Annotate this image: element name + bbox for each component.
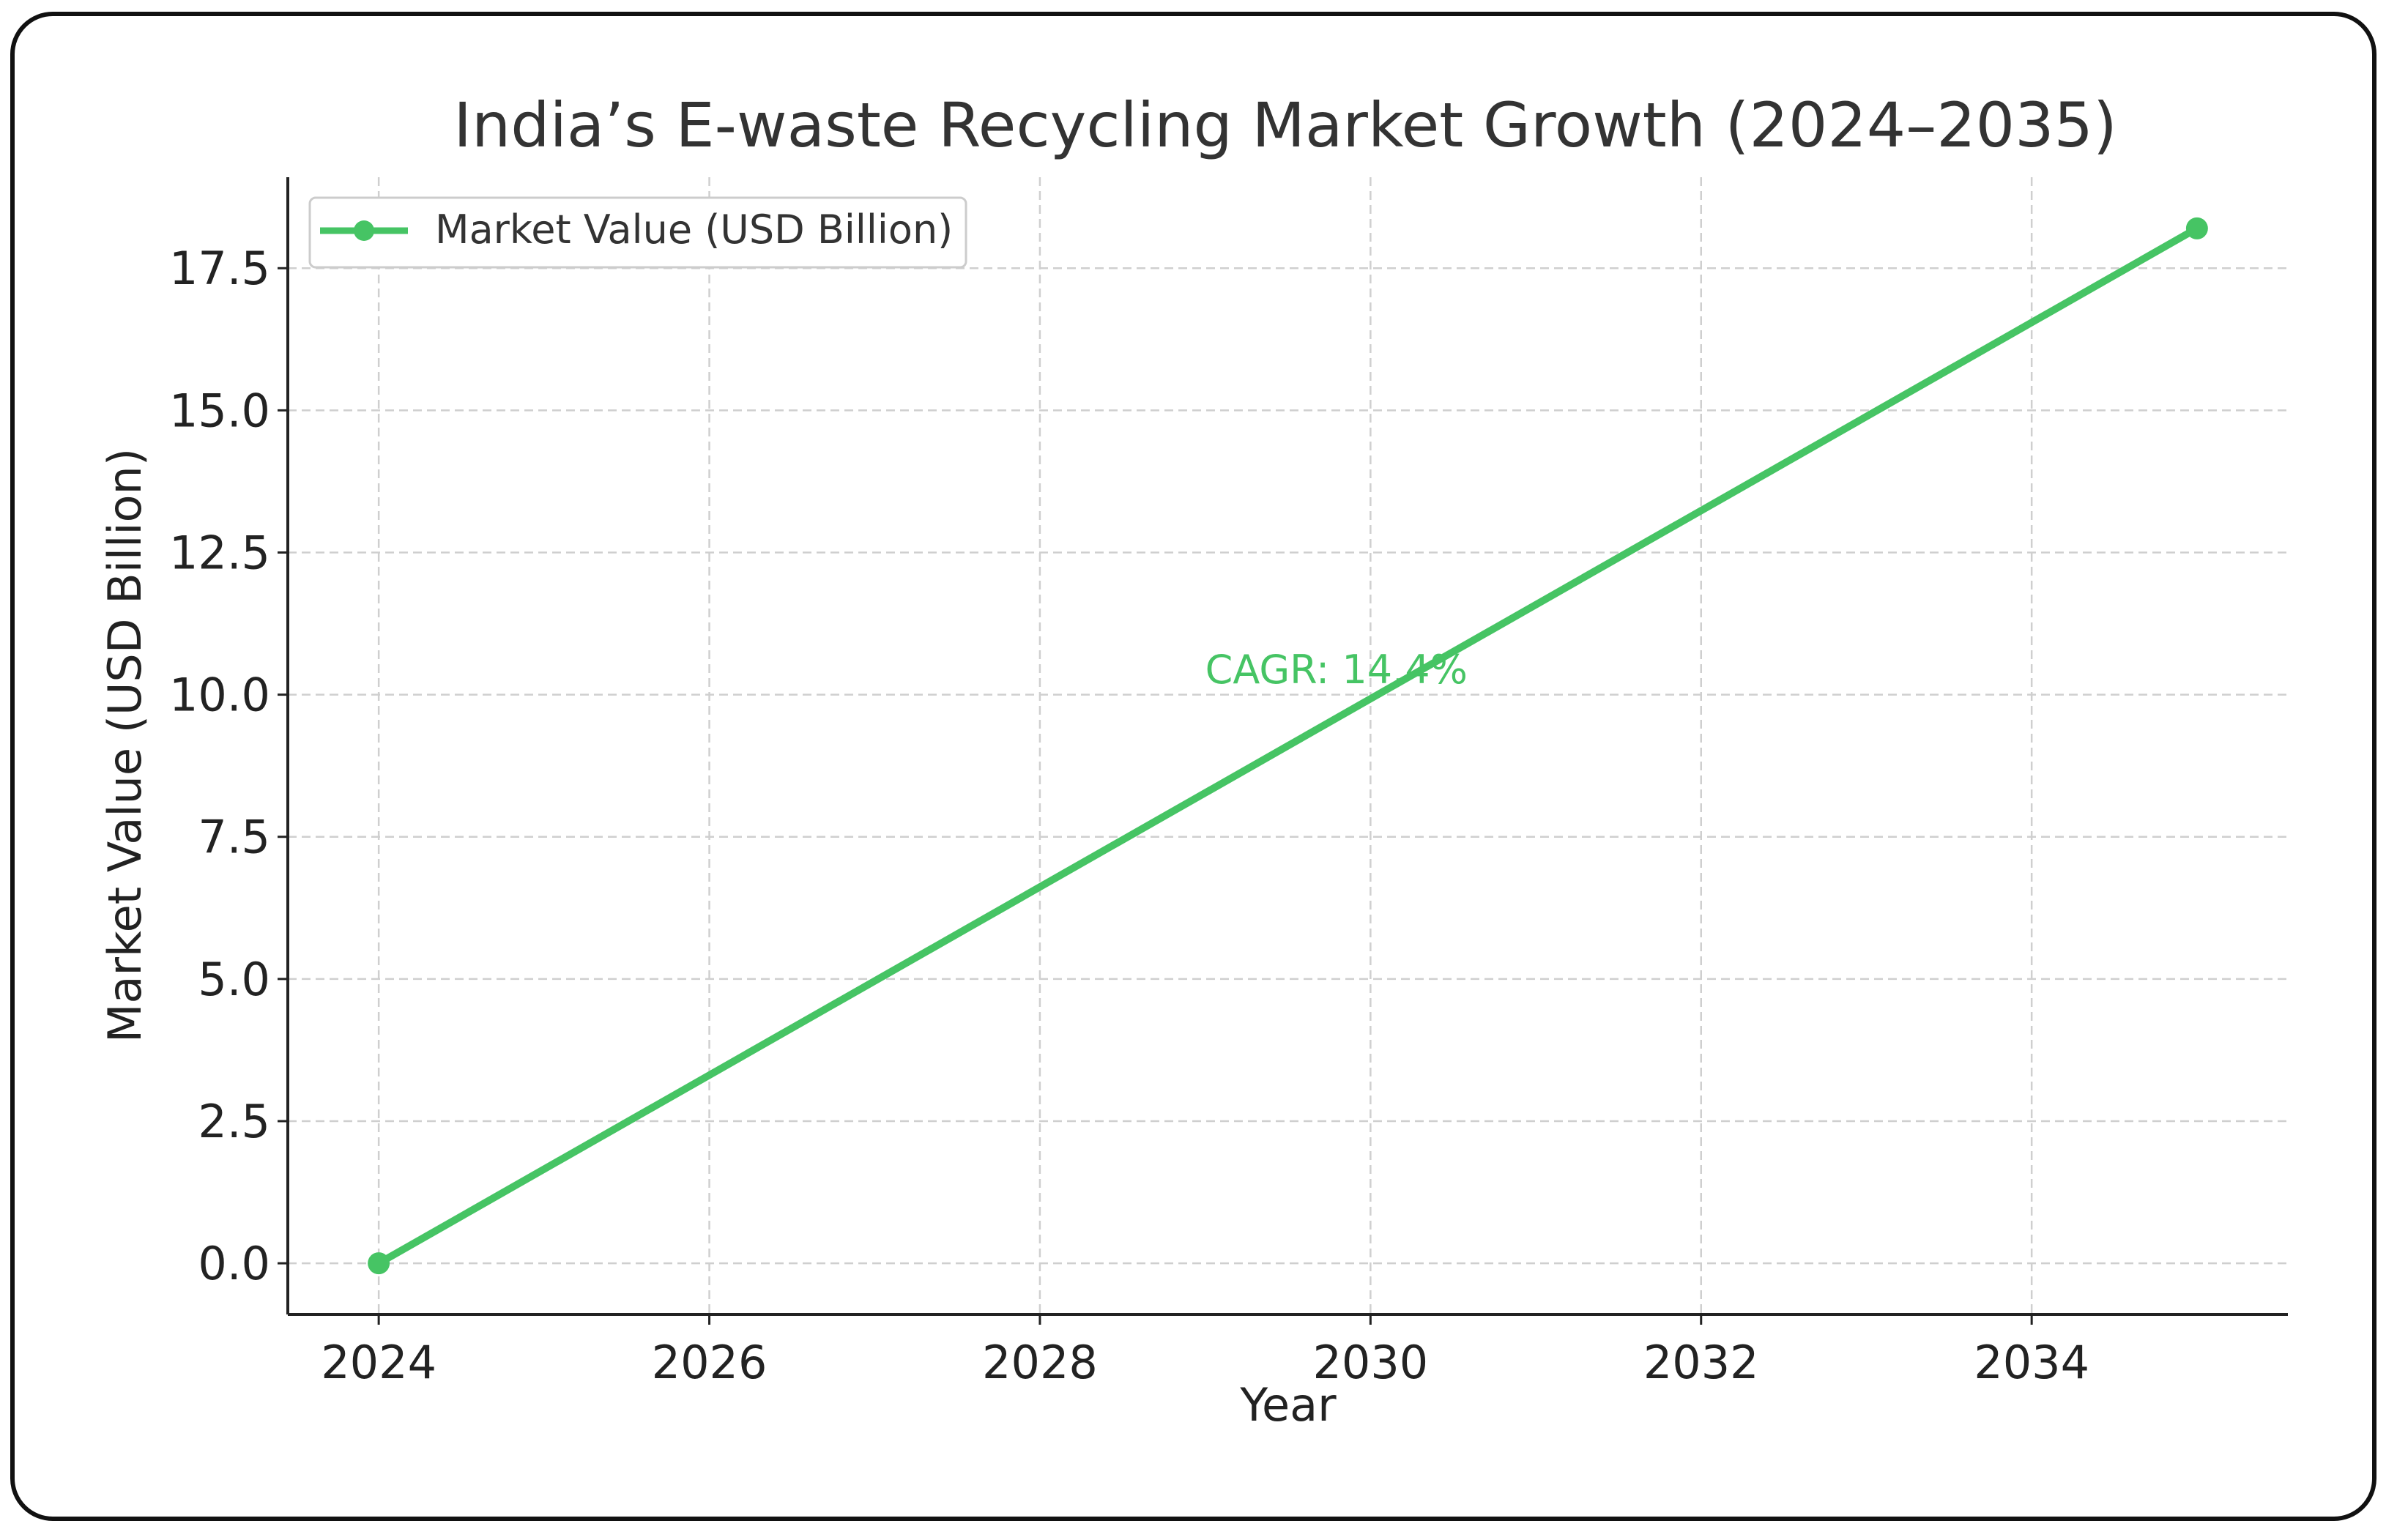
y-axis-label: Market Value (USD Billion) [98,448,152,1043]
legend-box [308,196,967,269]
y-tick-label: 10.0 [169,669,270,722]
y-tick-label: 2.5 [198,1095,270,1148]
y-tick-label: 0.0 [198,1237,270,1290]
x-tick-label: 2032 [1643,1336,1759,1389]
grid [288,177,2288,1314]
data-point [2185,217,2208,239]
data-point [368,1252,390,1275]
x-tick-label: 2034 [1974,1336,2089,1389]
x-tick-label: 2026 [652,1336,768,1389]
y-tick-label: 7.5 [198,811,270,864]
y-tick-label: 15.0 [169,384,270,437]
y-tick-label: 5.0 [198,953,270,1006]
series-line [375,224,2201,1268]
legend: Market Value (USD Billion) [308,196,967,269]
axes [286,177,2288,1316]
x-axis-label: Year [1239,1378,1337,1432]
legend-marker-swatch [354,220,374,241]
legend-label: Market Value (USD Billion) [435,207,953,253]
series-layer [368,217,2208,1275]
chart-title: India’s E-waste Recycling Market Growth … [453,89,2117,161]
y-ticks: 0.0 2.5 5.0 7.5 10.0 12.5 15.0 17.5 [169,242,288,1290]
cagr-annotation: CAGR: 14.4% [1205,647,1468,693]
x-ticks: 2024 2026 2028 2030 2032 2034 [321,1314,2089,1389]
x-tick-label: 2024 [321,1336,436,1389]
y-tick-label: 17.5 [169,242,270,295]
x-tick-label: 2030 [1312,1336,1428,1389]
y-tick-label: 12.5 [169,526,270,579]
x-tick-label: 2028 [982,1336,1098,1389]
